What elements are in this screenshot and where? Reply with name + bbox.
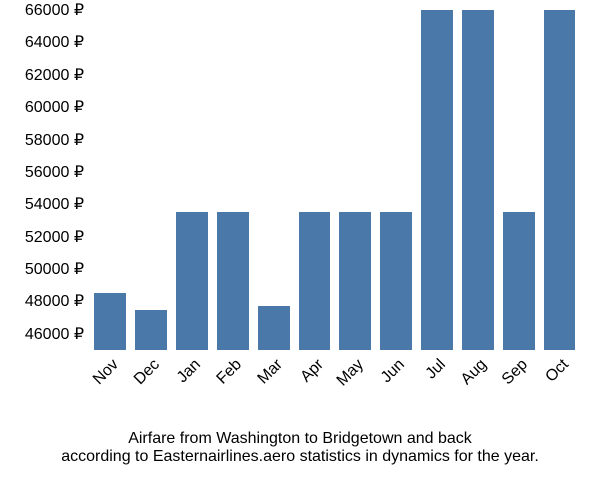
- bar-slot: [90, 10, 131, 350]
- x-tick-slot: Sep: [498, 350, 539, 410]
- bar: [217, 212, 249, 350]
- y-tick-label: 52000 ₽: [25, 227, 84, 247]
- y-tick-label: 60000 ₽: [25, 97, 84, 117]
- y-tick-label: 50000 ₽: [25, 259, 84, 279]
- x-tick-slot: Jun: [376, 350, 417, 410]
- bar: [135, 310, 167, 350]
- y-tick-label: 56000 ₽: [25, 162, 84, 182]
- x-tick-slot: May: [335, 350, 376, 410]
- bar: [421, 10, 453, 350]
- x-tick-label: Jul: [423, 356, 450, 383]
- bar-slot: [376, 10, 417, 350]
- bar-slot: [335, 10, 376, 350]
- x-tick-slot: Apr: [294, 350, 335, 410]
- bar-slot: [253, 10, 294, 350]
- bars-container: [90, 10, 580, 350]
- x-tick-slot: Oct: [539, 350, 580, 410]
- x-tick-slot: Aug: [457, 350, 498, 410]
- y-tick-label: 46000 ₽: [25, 324, 84, 344]
- x-tick-label: Jan: [174, 356, 205, 387]
- x-tick-label: Feb: [213, 356, 245, 388]
- y-tick-label: 48000 ₽: [25, 291, 84, 311]
- y-tick-label: 64000 ₽: [25, 32, 84, 52]
- bar-slot: [457, 10, 498, 350]
- x-tick-label: Apr: [297, 356, 327, 386]
- x-tick-label: Mar: [254, 356, 286, 388]
- x-tick-slot: Feb: [212, 350, 253, 410]
- plot-area: [90, 10, 580, 350]
- caption-line-2: according to Easternairlines.aero statis…: [0, 448, 600, 466]
- bar: [258, 306, 290, 350]
- bar: [94, 293, 126, 350]
- bar: [462, 10, 494, 350]
- x-tick-label: May: [334, 356, 368, 390]
- y-tick-label: 58000 ₽: [25, 130, 84, 150]
- chart-caption: Airfare from Washington to Bridgetown an…: [0, 430, 600, 466]
- x-tick-label: Nov: [90, 356, 123, 389]
- y-tick-label: 62000 ₽: [25, 65, 84, 85]
- bar-slot: [212, 10, 253, 350]
- x-tick-label: Oct: [542, 356, 572, 386]
- caption-line-1: Airfare from Washington to Bridgetown an…: [0, 430, 600, 448]
- bar-slot: [294, 10, 335, 350]
- x-tick-label: Aug: [458, 356, 491, 389]
- x-tick-label: Jun: [378, 356, 409, 387]
- x-tick-label: Dec: [131, 356, 164, 389]
- airfare-bar-chart: 46000 ₽ 48000 ₽ 50000 ₽ 52000 ₽ 54000 ₽ 56000…: [0, 0, 600, 500]
- x-tick-slot: Mar: [253, 350, 294, 410]
- x-tick-slot: Nov: [90, 350, 131, 410]
- bar-slot: [172, 10, 213, 350]
- bar-slot: [417, 10, 458, 350]
- x-axis: NovDec Jan Feb Mar AprMay Jun Jul AugSep Oct: [90, 350, 580, 410]
- x-tick-label: Sep: [499, 356, 532, 389]
- bar: [176, 212, 208, 350]
- y-tick-label: 54000 ₽: [25, 194, 84, 214]
- bar: [544, 10, 576, 350]
- x-tick-slot: Jan: [172, 350, 213, 410]
- bar: [299, 212, 331, 350]
- y-tick-label: 66000 ₽: [25, 0, 84, 20]
- x-tick-slot: Dec: [131, 350, 172, 410]
- bar-slot: [498, 10, 539, 350]
- bar: [503, 212, 535, 350]
- bar: [339, 212, 371, 350]
- bar: [380, 212, 412, 350]
- x-tick-slot: Jul: [417, 350, 458, 410]
- bar-slot: [539, 10, 580, 350]
- bar-slot: [131, 10, 172, 350]
- y-axis: 46000 ₽ 48000 ₽ 50000 ₽ 52000 ₽ 54000 ₽ 56000…: [0, 10, 84, 350]
